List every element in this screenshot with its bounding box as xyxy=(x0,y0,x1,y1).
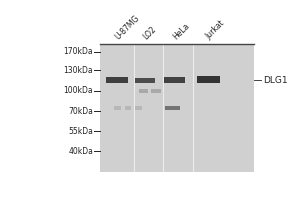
Text: DLG1: DLG1 xyxy=(263,76,288,85)
Bar xyxy=(197,76,220,83)
Bar xyxy=(139,89,148,93)
Text: HeLa: HeLa xyxy=(172,21,192,41)
Bar xyxy=(125,106,131,110)
Bar xyxy=(152,89,161,93)
Text: U-87MG: U-87MG xyxy=(114,13,142,41)
Text: 40kDa: 40kDa xyxy=(68,147,93,156)
Text: 55kDa: 55kDa xyxy=(68,127,93,136)
Bar xyxy=(106,77,128,83)
Bar xyxy=(100,44,254,172)
Text: Jurkat: Jurkat xyxy=(204,19,227,41)
Bar xyxy=(165,106,180,110)
Bar xyxy=(164,77,185,83)
Text: LO2: LO2 xyxy=(142,24,158,41)
Bar xyxy=(135,106,142,110)
Text: 100kDa: 100kDa xyxy=(64,86,93,95)
Text: 130kDa: 130kDa xyxy=(64,66,93,75)
Text: 70kDa: 70kDa xyxy=(68,107,93,116)
Bar xyxy=(114,106,121,110)
Bar xyxy=(135,78,155,83)
Text: 170kDa: 170kDa xyxy=(64,47,93,56)
